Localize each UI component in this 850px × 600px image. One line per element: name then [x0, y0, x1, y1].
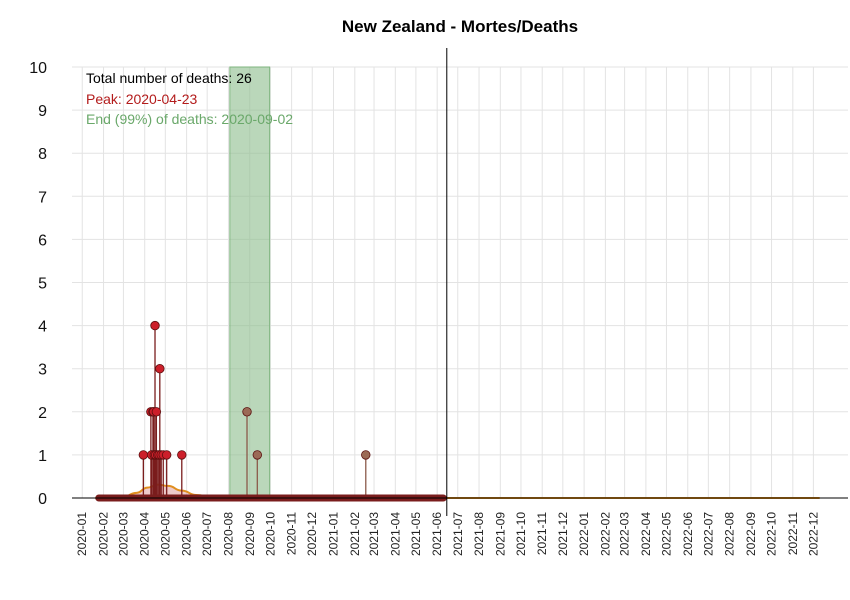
highlight-band-layer — [229, 66, 271, 499]
death-point — [150, 320, 160, 331]
death-point — [361, 450, 371, 460]
x-tick-label: 2020-12 — [305, 512, 319, 556]
x-tick-label: 2021-02 — [348, 512, 362, 556]
x-tick-label: 2020-03 — [116, 512, 130, 556]
x-tick-label: 2020-11 — [285, 512, 299, 555]
x-tick-label: 2021-07 — [451, 512, 465, 556]
y-tick-label: 7 — [38, 189, 47, 206]
x-tick-label: 2020-10 — [263, 512, 277, 556]
x-tick-label: 2022-10 — [765, 512, 779, 556]
y-tick-label: 8 — [38, 146, 47, 163]
death-point — [177, 450, 187, 460]
death-point — [161, 450, 172, 460]
x-tick-label: 2022-09 — [744, 512, 758, 556]
x-tick-label: 2021-09 — [493, 512, 507, 556]
y-tick-label: 6 — [38, 232, 47, 249]
y-tick-label: 9 — [38, 103, 47, 120]
y-tick-label: 3 — [38, 362, 47, 379]
chart-title: New Zealand - Mortes/Deaths — [342, 17, 578, 36]
y-tick-label: 10 — [29, 60, 47, 77]
x-tick-label: 2020-09 — [243, 512, 257, 556]
annotation-end: End (99%) of deaths: 2020-09-02 — [86, 111, 293, 127]
annotation-total: Total number of deaths: 26 — [86, 70, 252, 86]
x-tick-label: 2022-02 — [598, 512, 612, 556]
x-tick-label: 2020-06 — [180, 512, 194, 556]
x-tick-label: 2020-01 — [75, 512, 89, 556]
y-tick-label: 0 — [38, 491, 47, 508]
x-tick-label: 2020-04 — [138, 512, 152, 556]
x-tick-label: 2022-07 — [701, 512, 715, 556]
death-point — [242, 407, 252, 417]
x-tick-label: 2022-12 — [806, 512, 820, 556]
x-tick-label: 2021-10 — [514, 512, 528, 556]
x-tick-label: 2021-06 — [430, 512, 444, 556]
grid — [72, 66, 848, 499]
death-point — [155, 364, 165, 374]
death-point — [138, 450, 149, 460]
x-tick-label: 2021-08 — [472, 512, 486, 556]
x-tick-label: 2022-06 — [681, 512, 695, 556]
y-tick-label: 5 — [38, 276, 47, 293]
x-tick-label: 2022-05 — [659, 512, 673, 556]
x-tick-label: 2022-03 — [618, 512, 632, 556]
annotation-peak: Peak: 2020-04-23 — [86, 91, 198, 107]
death-point — [252, 450, 263, 460]
x-tick-label: 2020-02 — [97, 512, 111, 556]
x-tick-label: 2021-12 — [556, 512, 570, 556]
x-tick-label: 2020-08 — [221, 512, 235, 556]
death-point — [151, 407, 162, 417]
x-tick-label: 2021-03 — [367, 512, 381, 556]
x-tick-label: 2022-08 — [723, 512, 737, 556]
x-tick-label: 2020-07 — [200, 512, 214, 556]
x-tick-label: 2021-04 — [388, 512, 402, 556]
end-of-deaths-band — [229, 66, 271, 499]
x-tick-label: 2020-05 — [158, 512, 172, 556]
x-tick-label: 2021-01 — [327, 512, 341, 556]
y-tick-label: 1 — [38, 448, 47, 465]
x-tick-label: 2022-04 — [639, 512, 653, 556]
x-tick-label: 2022-01 — [577, 512, 591, 556]
y-tick-label: 4 — [38, 319, 47, 336]
points-layer — [138, 320, 371, 460]
y-tick-label: 2 — [38, 405, 47, 422]
annotations: Total number of deaths: 26 Peak: 2020-04… — [86, 70, 293, 127]
x-tick-label: 2021-11 — [535, 512, 549, 555]
x-tick-label: 2021-05 — [409, 512, 423, 556]
axes: 0 1 2 3 4 5 6 7 8 9 10 2020-01 2020-02 2020-03 2020-04… — [29, 48, 848, 556]
x-tick-label: 2022-11 — [786, 512, 800, 555]
